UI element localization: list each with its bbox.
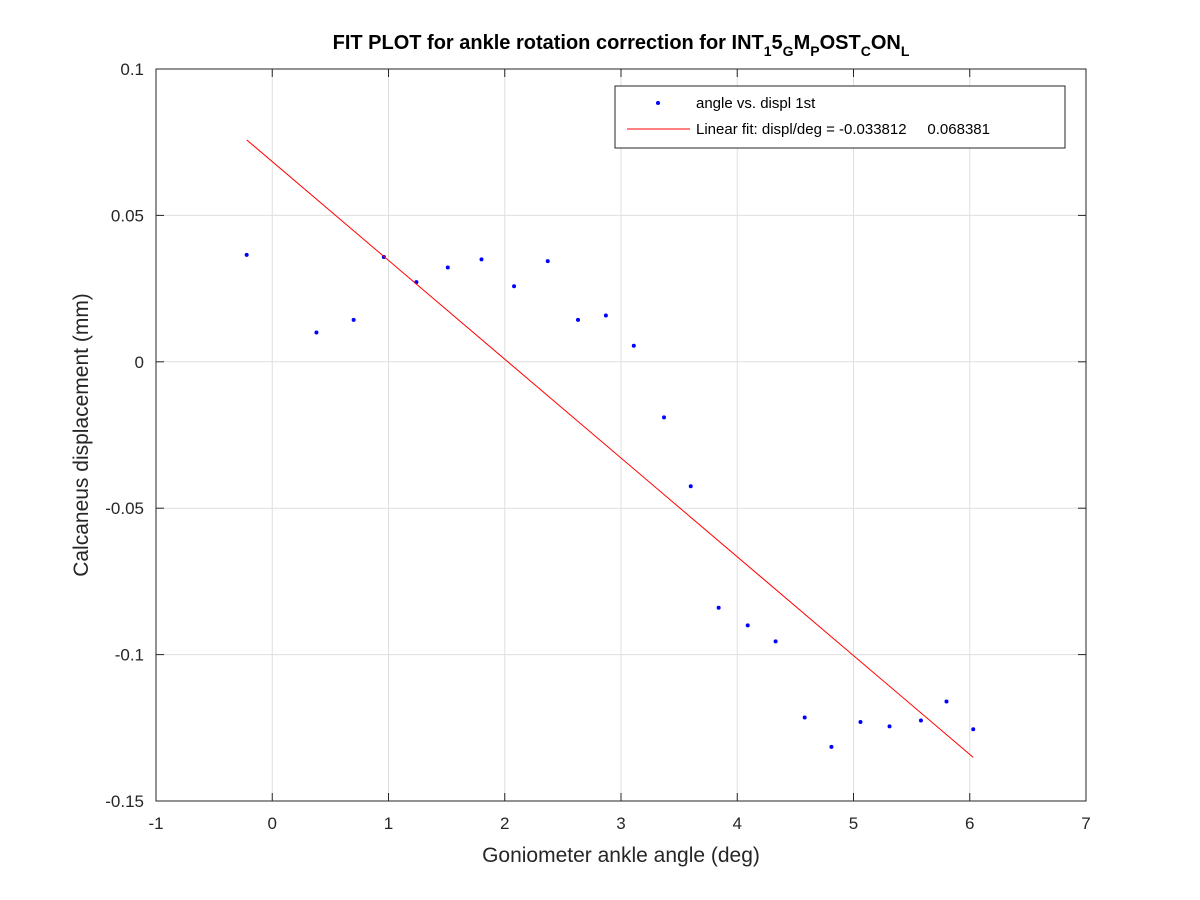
chart-title: FIT PLOT for ankle rotation correction f… bbox=[333, 32, 910, 59]
y-tick-label: 0.1 bbox=[120, 60, 144, 79]
data-point bbox=[631, 343, 636, 348]
x-tick-label: 3 bbox=[616, 814, 625, 833]
legend-label-scatter: angle vs. displ 1st bbox=[696, 95, 816, 112]
y-tick-label: 0 bbox=[135, 353, 144, 372]
title-subscript: G bbox=[783, 43, 794, 59]
legend-marker-scatter bbox=[656, 101, 660, 105]
data-point bbox=[858, 719, 863, 724]
axis-ticks: -1 0 1 2 3 4 5 6 7 -0.15 -0.1 -0.05 0 0.05 0.1 bbox=[105, 60, 1090, 833]
data-point bbox=[314, 330, 319, 335]
y-axis-label: Calcaneus displacement (mm) bbox=[70, 293, 93, 577]
x-tick-label: -1 bbox=[148, 814, 163, 833]
title-text: 5 bbox=[772, 32, 783, 54]
x-tick-label: 5 bbox=[849, 814, 858, 833]
legend: angle vs. displ 1st Linear fit: displ/de… bbox=[614, 85, 1066, 149]
x-tick-label: 0 bbox=[268, 814, 277, 833]
title-subscript: L bbox=[901, 43, 910, 59]
title-subscript: C bbox=[861, 43, 871, 59]
title-text: M bbox=[794, 32, 811, 54]
y-tick-label: -0.1 bbox=[115, 646, 144, 665]
data-point bbox=[351, 317, 356, 322]
linear-fit-line bbox=[246, 139, 974, 758]
x-axis-label: Goniometer ankle angle (deg) bbox=[482, 844, 760, 867]
x-tick-label: 2 bbox=[500, 814, 509, 833]
title-text: ON bbox=[871, 32, 901, 54]
data-point bbox=[244, 252, 249, 257]
y-tick-label: -0.15 bbox=[105, 792, 144, 811]
legend-label-fit-line: Linear fit: displ/deg = -0.033812 0.0683… bbox=[696, 121, 990, 138]
x-tick-label: 6 bbox=[965, 814, 974, 833]
data-point bbox=[545, 259, 550, 264]
title-text: FIT PLOT for ankle rotation correction f… bbox=[333, 32, 764, 54]
data-point bbox=[944, 699, 949, 704]
data-point bbox=[603, 313, 608, 318]
y-tick-label: 0.05 bbox=[111, 206, 144, 225]
x-tick-label: 4 bbox=[733, 814, 742, 833]
data-point bbox=[575, 317, 580, 322]
data-point bbox=[829, 744, 834, 749]
y-tick-label: -0.05 bbox=[105, 499, 144, 518]
data-point bbox=[662, 415, 667, 420]
title-subscript: 1 bbox=[764, 43, 772, 59]
legend-box bbox=[614, 85, 1066, 149]
title-text: OST bbox=[820, 32, 861, 54]
data-point bbox=[971, 727, 976, 732]
data-point bbox=[688, 484, 693, 489]
x-tick-label: 7 bbox=[1081, 814, 1090, 833]
title-subscript: P bbox=[810, 43, 819, 59]
data-point bbox=[745, 623, 750, 628]
x-tick-label: 1 bbox=[384, 814, 393, 833]
data-point bbox=[716, 605, 721, 610]
data-point bbox=[512, 284, 517, 289]
data-point bbox=[445, 265, 450, 270]
data-point bbox=[918, 718, 923, 723]
data-point bbox=[479, 257, 484, 262]
data-point bbox=[802, 715, 807, 720]
data-point bbox=[773, 639, 778, 644]
data-point bbox=[887, 724, 892, 729]
plot-series bbox=[244, 139, 976, 758]
